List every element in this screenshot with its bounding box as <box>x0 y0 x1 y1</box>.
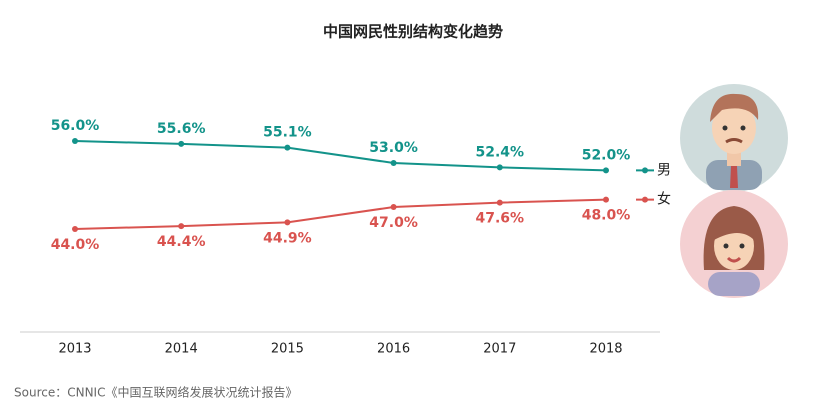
legend-label: 女 <box>657 191 671 208</box>
source: Source：CNNIC《中国互联网络发展状况统计报告》 <box>14 385 297 400</box>
value-label: 52.4% <box>476 144 525 160</box>
legend-dot <box>642 196 648 203</box>
point <box>72 138 78 144</box>
x-tick-label: 2017 <box>483 342 516 357</box>
value-label: 44.0% <box>51 237 100 253</box>
value-label: 47.6% <box>476 211 525 227</box>
value-label: 52.0% <box>582 147 631 163</box>
point <box>72 226 78 232</box>
value-label: 44.4% <box>157 234 206 250</box>
x-tick-label: 2016 <box>377 342 410 357</box>
legend-label: 男 <box>657 162 671 178</box>
value-label: 55.1% <box>263 125 312 141</box>
value-label: 55.6% <box>157 121 206 137</box>
chart-title: 中国网民性别结构变化趋势 <box>323 23 503 41</box>
point <box>178 223 185 230</box>
series-line <box>74 198 607 230</box>
point <box>390 160 397 166</box>
male-avatar <box>680 84 788 192</box>
series-line <box>74 140 607 172</box>
x-tick-label: 2015 <box>271 342 304 357</box>
point <box>178 140 185 147</box>
x-tick-label: 2018 <box>589 342 622 357</box>
value-label: 53.0% <box>369 140 418 156</box>
point <box>496 199 503 206</box>
point <box>603 167 609 174</box>
point <box>284 219 291 226</box>
legend-dot <box>642 167 648 174</box>
point <box>603 196 609 203</box>
value-label: 56.0% <box>51 118 100 134</box>
value-label: 48.0% <box>582 208 631 224</box>
point <box>390 204 397 210</box>
value-label: 44.9% <box>263 230 312 246</box>
x-tick-label: 2014 <box>165 342 198 357</box>
point <box>496 164 503 171</box>
point <box>284 144 291 151</box>
value-label: 47.0% <box>369 215 418 231</box>
x-tick-label: 2013 <box>58 342 91 357</box>
female-avatar <box>680 190 788 298</box>
